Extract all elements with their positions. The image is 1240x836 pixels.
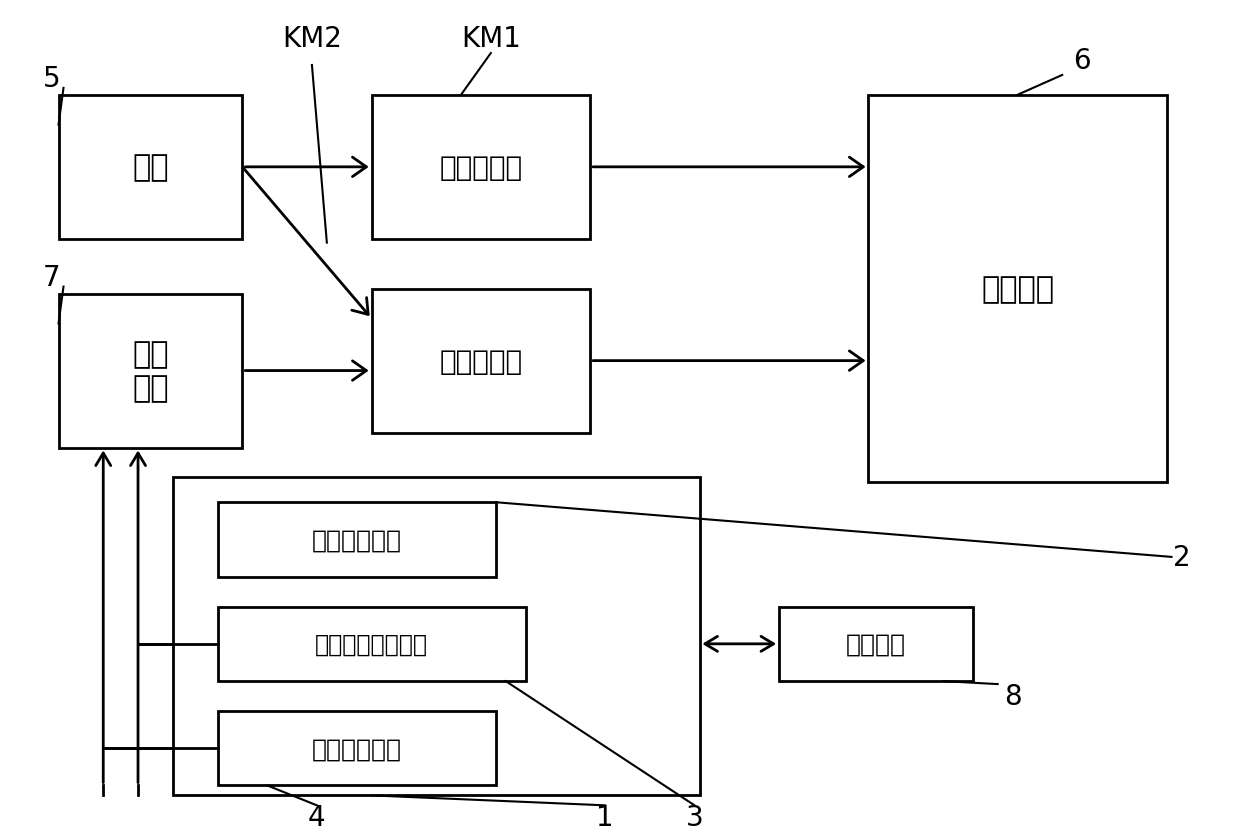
Text: 市电控制线路: 市电控制线路 [311,528,402,552]
Bar [868,95,1167,482]
Bar [217,502,496,577]
Text: 市电: 市电 [133,153,169,182]
Text: 8: 8 [1003,682,1022,710]
Text: 远程控制线路: 远程控制线路 [311,737,402,760]
Bar [217,711,496,786]
Text: 2: 2 [1173,543,1190,571]
Text: 5: 5 [42,65,61,93]
Text: 4: 4 [308,803,326,831]
Bar [172,478,699,795]
Text: 3: 3 [686,803,703,831]
Text: 1: 1 [596,803,614,831]
Bar [58,294,242,448]
Text: 7: 7 [42,263,61,291]
Text: 6: 6 [1074,47,1091,75]
Text: KM2: KM2 [281,25,342,54]
Text: 操作面板: 操作面板 [846,632,906,656]
Text: 第一接触器: 第一接触器 [439,154,522,181]
Text: 第二接触器: 第二接触器 [439,347,522,375]
Text: 发电
机组: 发电 机组 [133,340,169,402]
Text: KM1: KM1 [461,25,521,54]
Bar [58,95,242,240]
Text: 发电机组控制线路: 发电机组控制线路 [315,632,428,656]
Bar [372,95,590,240]
Bar [217,607,526,681]
Bar [372,289,590,433]
Bar [779,607,973,681]
Text: 用电设备: 用电设备 [981,275,1054,303]
